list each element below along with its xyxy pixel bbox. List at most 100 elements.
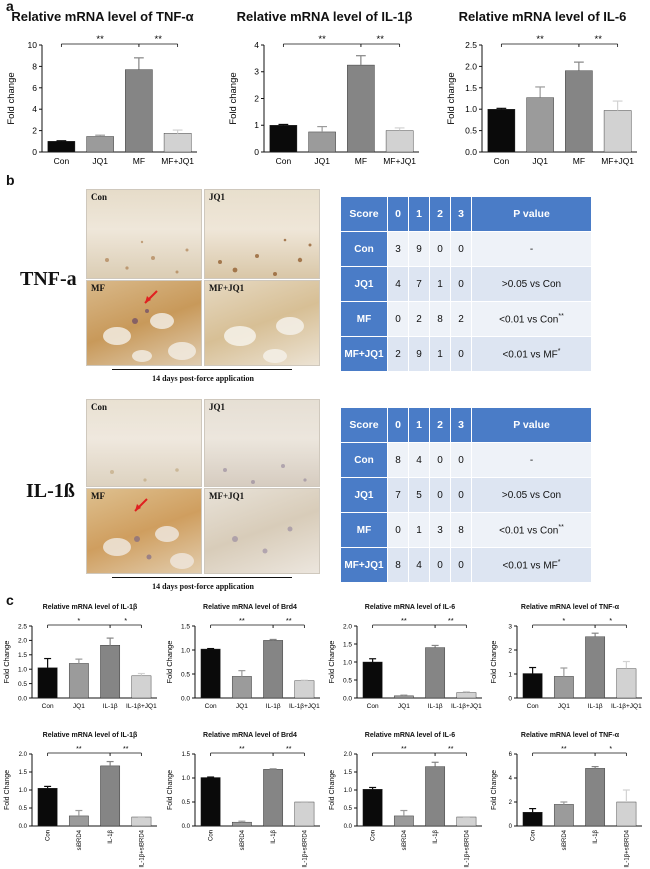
micrograph-il1b-mfjq1: MF+JQ1 (204, 488, 320, 574)
header-cell: Score (340, 407, 388, 443)
y-tick-label: 0 (254, 147, 259, 157)
y-tick-label: 1.0 (182, 776, 191, 782)
significance-label: ** (123, 746, 129, 753)
y-axis-label: Fold Change (4, 770, 11, 810)
bar (553, 804, 574, 827)
chart-c-il6-sibrd4: 0.0 0.5 1.0 1.5 2.0 Fold Change Con siBRD4 IL-1β… (329, 746, 482, 868)
micrograph-texture (105, 240, 189, 274)
category-label: MF (355, 156, 367, 166)
significance-mark: * (557, 347, 561, 355)
y-tick-label: 0.5 (19, 806, 28, 812)
y-tick-label: 2 (508, 647, 512, 654)
category-label: Con (367, 703, 379, 710)
y-tick-label: 1.5 (181, 623, 190, 630)
category-label: IL-1β+siBRD4 (624, 829, 630, 867)
significance-label: ** (96, 34, 104, 45)
table-cell: 4 (408, 547, 430, 583)
y-tick-label: 2.0 (19, 752, 28, 758)
y-axis-label: Fold Change (327, 641, 336, 684)
bar (100, 765, 121, 827)
table-cell: 7 (387, 477, 409, 513)
header-cell: 1 (408, 407, 430, 443)
table-cell: 0 (450, 547, 472, 583)
y-axis-label: Fold change (446, 72, 457, 124)
p-value-cell: <0.01 vs Con** (471, 301, 592, 337)
bar (294, 680, 315, 699)
significance-label: * (124, 616, 127, 625)
significance-mark: ** (558, 523, 564, 531)
bar (131, 816, 152, 827)
chart-a-il1b: 0 1 2 3 4 Fold change Con JQ1 MF MF+JQ1 ** ** (228, 34, 419, 166)
y-axis-label: Fold change (228, 72, 239, 124)
table-header-row: Score 0 1 2 3 P value (340, 407, 592, 443)
p-value: >0.05 vs Con (501, 278, 562, 290)
significance-label: ** (286, 616, 292, 625)
table-cell: 0 (450, 266, 472, 302)
bar (616, 801, 637, 827)
y-tick-label: 2.0 (343, 623, 352, 630)
micrograph-texture (103, 290, 196, 362)
category-label: siBRD4 (240, 829, 246, 850)
table-cell: 0 (429, 231, 451, 267)
category-label: MF+JQ1 (383, 156, 416, 166)
bar (294, 801, 315, 827)
header-cell: 1 (408, 196, 430, 232)
y-tick-label: 2 (32, 126, 37, 136)
chart-title: Relative mRNA level of IL-1β (42, 604, 138, 611)
table-cell: 2 (450, 301, 472, 337)
panel-letter-a: a (6, 0, 14, 14)
micrograph-tnf-mfjq1: MF+JQ1 (204, 280, 320, 366)
significance-label: ** (536, 34, 544, 45)
y-axis-label: Fold Change (329, 770, 336, 810)
category-label: IL-1β (588, 703, 603, 710)
bar (585, 768, 606, 827)
y-tick-label: 8 (32, 61, 37, 71)
row-header: Con (340, 231, 388, 267)
y-tick-label: 6 (509, 752, 513, 758)
y-tick-label: 1.0 (465, 104, 477, 114)
header-cell: 2 (429, 407, 451, 443)
category-label: Con (42, 703, 54, 710)
p-value: <0.01 vs Con (499, 314, 559, 326)
table-cell: 1 (408, 512, 430, 548)
y-tick-label: 1.5 (343, 641, 352, 648)
category-label: JQ1 (558, 703, 570, 710)
y-tick-label: 0.5 (465, 126, 477, 136)
row-header: MF (340, 301, 388, 337)
bar (37, 667, 58, 699)
micrograph-label: MF (91, 491, 105, 501)
bar (68, 663, 89, 699)
p-value: <0.01 vs MF (502, 349, 558, 361)
category-label: JQ1 (532, 156, 548, 166)
significance-label: ** (239, 746, 245, 753)
y-tick-label: 2.5 (465, 40, 477, 50)
table-cell: 0 (429, 547, 451, 583)
table-cell: 8 (387, 442, 409, 478)
caption: 14 days post-force application (152, 374, 254, 383)
y-tick-label: 1 (508, 671, 512, 678)
y-tick-label: 1 (254, 120, 259, 130)
y-tick-label: 2 (254, 93, 259, 103)
chart-c-brd4-sibrd4: 0.0 0.5 1.0 1.5 Fold Change Con siBRD4 IL-1β IL-… (167, 746, 320, 868)
category-label: Con (371, 830, 377, 841)
significance-mark: ** (558, 312, 564, 320)
y-tick-label: 0.0 (19, 824, 28, 830)
y-tick-label: 0.0 (465, 147, 477, 157)
chart-c-il1b-jq1: 0.0 0.5 1.0 1.5 2.0 2.5 Fold Change Con JQ1 IL-1β… (2, 616, 157, 710)
bar (385, 130, 414, 153)
category-label: JQ1 (73, 703, 85, 710)
bar (200, 648, 221, 699)
bar (163, 133, 192, 153)
category-label: IL-1β (271, 829, 277, 843)
category-label: IL-1β (103, 703, 118, 710)
micrograph-texture (232, 526, 293, 554)
y-axis-label: Fold Change (491, 770, 498, 810)
table-cell: 8 (387, 547, 409, 583)
bar (553, 676, 574, 699)
significance-label: * (77, 616, 80, 625)
category-label: IL-1β (108, 829, 114, 843)
significance-mark: * (557, 558, 561, 566)
category-label: Con (276, 156, 292, 166)
bar (393, 815, 414, 827)
chart-title: Relative mRNA level of IL-6 (364, 732, 456, 739)
